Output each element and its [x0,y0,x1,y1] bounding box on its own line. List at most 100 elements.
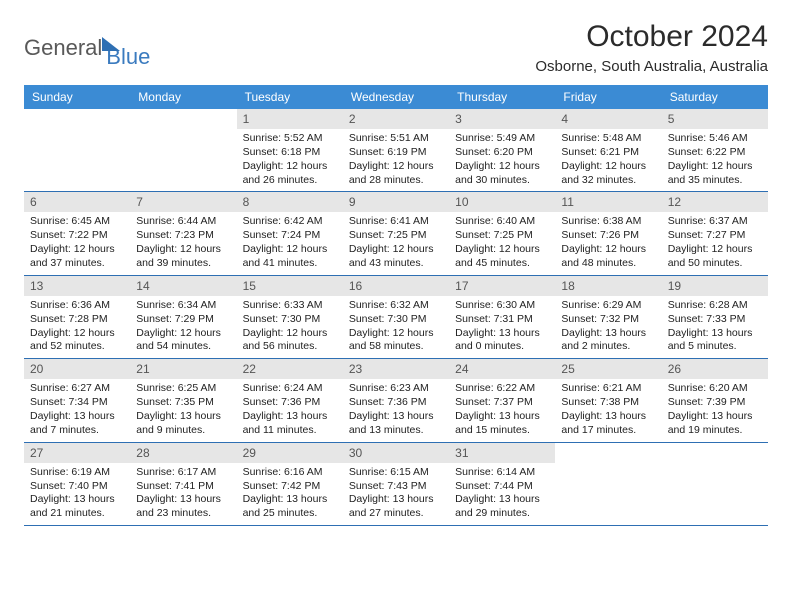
day-body: Sunrise: 6:44 AMSunset: 7:23 PMDaylight:… [130,212,236,274]
day-number: 10 [449,192,555,212]
day-sunrise: Sunrise: 6:30 AM [455,299,549,313]
day-daylight2: and 19 minutes. [668,424,762,438]
day-sunset: Sunset: 7:44 PM [455,480,549,494]
day-daylight2: and 21 minutes. [30,507,124,521]
day-daylight2: and 0 minutes. [455,340,549,354]
day-daylight2: and 37 minutes. [30,257,124,271]
day-daylight2: and 54 minutes. [136,340,230,354]
day-daylight2: and 43 minutes. [349,257,443,271]
day-daylight1: Daylight: 12 hours [668,160,762,174]
day-number: 25 [555,359,661,379]
day-sunset: Sunset: 7:25 PM [455,229,549,243]
day-cell: 17Sunrise: 6:30 AMSunset: 7:31 PMDayligh… [449,276,555,358]
day-sunset: Sunset: 7:33 PM [668,313,762,327]
day-sunrise: Sunrise: 6:24 AM [243,382,337,396]
weeks-container: 1Sunrise: 5:52 AMSunset: 6:18 PMDaylight… [24,109,768,526]
day-daylight1: Daylight: 13 hours [668,327,762,341]
day-number: 9 [343,192,449,212]
day-daylight1: Daylight: 13 hours [561,410,655,424]
header: General Blue October 2024 Osborne, South… [24,20,768,75]
day-sunrise: Sunrise: 6:22 AM [455,382,549,396]
dow-thursday: Thursday [449,85,555,109]
day-number: 22 [237,359,343,379]
day-number: 1 [237,109,343,129]
day-daylight2: and 13 minutes. [349,424,443,438]
day-cell: 26Sunrise: 6:20 AMSunset: 7:39 PMDayligh… [662,359,768,441]
day-daylight1: Daylight: 13 hours [30,493,124,507]
day-daylight2: and 17 minutes. [561,424,655,438]
day-body: Sunrise: 6:23 AMSunset: 7:36 PMDaylight:… [343,379,449,441]
dow-friday: Friday [555,85,661,109]
day-sunset: Sunset: 7:42 PM [243,480,337,494]
day-number: 7 [130,192,236,212]
day-cell: 29Sunrise: 6:16 AMSunset: 7:42 PMDayligh… [237,443,343,525]
day-body: Sunrise: 5:49 AMSunset: 6:20 PMDaylight:… [449,129,555,191]
day-sunset: Sunset: 6:20 PM [455,146,549,160]
dow-wednesday: Wednesday [343,85,449,109]
day-daylight1: Daylight: 13 hours [136,493,230,507]
day-sunset: Sunset: 7:27 PM [668,229,762,243]
day-daylight1: Daylight: 12 hours [243,327,337,341]
day-sunset: Sunset: 7:35 PM [136,396,230,410]
day-sunset: Sunset: 7:32 PM [561,313,655,327]
day-sunset: Sunset: 7:23 PM [136,229,230,243]
day-daylight2: and 25 minutes. [243,507,337,521]
day-number: 2 [343,109,449,129]
day-sunset: Sunset: 6:18 PM [243,146,337,160]
day-body: Sunrise: 6:21 AMSunset: 7:38 PMDaylight:… [555,379,661,441]
day-daylight1: Daylight: 12 hours [561,243,655,257]
day-cell: 7Sunrise: 6:44 AMSunset: 7:23 PMDaylight… [130,192,236,274]
day-number: 24 [449,359,555,379]
day-daylight1: Daylight: 12 hours [30,327,124,341]
day-number: 29 [237,443,343,463]
day-sunset: Sunset: 7:39 PM [668,396,762,410]
day-cell: 13Sunrise: 6:36 AMSunset: 7:28 PMDayligh… [24,276,130,358]
day-sunset: Sunset: 7:30 PM [349,313,443,327]
day-daylight1: Daylight: 13 hours [668,410,762,424]
day-daylight1: Daylight: 13 hours [243,493,337,507]
day-daylight2: and 32 minutes. [561,174,655,188]
title-block: October 2024 Osborne, South Australia, A… [535,20,768,75]
day-daylight1: Daylight: 12 hours [136,327,230,341]
day-sunrise: Sunrise: 6:20 AM [668,382,762,396]
day-sunset: Sunset: 7:28 PM [30,313,124,327]
day-body: Sunrise: 6:32 AMSunset: 7:30 PMDaylight:… [343,296,449,358]
day-sunrise: Sunrise: 5:48 AM [561,132,655,146]
day-daylight1: Daylight: 12 hours [243,243,337,257]
day-number: 5 [662,109,768,129]
day-daylight2: and 41 minutes. [243,257,337,271]
day-daylight1: Daylight: 13 hours [349,410,443,424]
day-cell: 8Sunrise: 6:42 AMSunset: 7:24 PMDaylight… [237,192,343,274]
day-daylight2: and 26 minutes. [243,174,337,188]
day-cell: 4Sunrise: 5:48 AMSunset: 6:21 PMDaylight… [555,109,661,191]
day-sunrise: Sunrise: 6:17 AM [136,466,230,480]
week-row: 27Sunrise: 6:19 AMSunset: 7:40 PMDayligh… [24,443,768,526]
day-of-week-header-row: Sunday Monday Tuesday Wednesday Thursday… [24,85,768,109]
day-sunrise: Sunrise: 6:19 AM [30,466,124,480]
day-daylight1: Daylight: 12 hours [243,160,337,174]
day-daylight2: and 9 minutes. [136,424,230,438]
day-cell [662,443,768,525]
day-sunset: Sunset: 7:25 PM [349,229,443,243]
day-daylight1: Daylight: 13 hours [455,327,549,341]
day-daylight2: and 56 minutes. [243,340,337,354]
day-cell: 23Sunrise: 6:23 AMSunset: 7:36 PMDayligh… [343,359,449,441]
day-sunrise: Sunrise: 6:28 AM [668,299,762,313]
day-sunrise: Sunrise: 6:40 AM [455,215,549,229]
day-number: 16 [343,276,449,296]
day-sunrise: Sunrise: 6:25 AM [136,382,230,396]
day-body: Sunrise: 6:14 AMSunset: 7:44 PMDaylight:… [449,463,555,525]
day-number: 12 [662,192,768,212]
day-sunset: Sunset: 7:30 PM [243,313,337,327]
day-daylight1: Daylight: 12 hours [136,243,230,257]
day-sunrise: Sunrise: 6:32 AM [349,299,443,313]
dow-monday: Monday [130,85,236,109]
day-sunrise: Sunrise: 6:23 AM [349,382,443,396]
day-number: 31 [449,443,555,463]
day-sunrise: Sunrise: 6:15 AM [349,466,443,480]
day-daylight1: Daylight: 13 hours [30,410,124,424]
day-number: 17 [449,276,555,296]
day-number: 19 [662,276,768,296]
day-number: 21 [130,359,236,379]
day-daylight1: Daylight: 12 hours [349,243,443,257]
